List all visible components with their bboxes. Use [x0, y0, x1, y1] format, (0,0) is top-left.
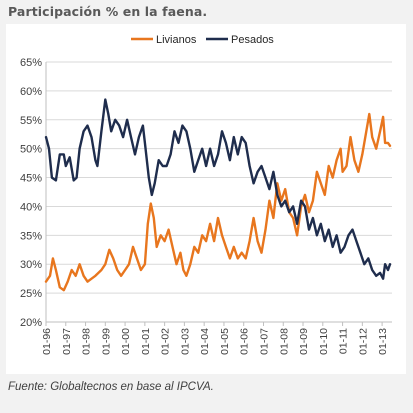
figure-title: Participación % en la faena.: [8, 4, 208, 19]
x-tick-label: 01-03: [179, 328, 191, 355]
legend-label: Pesados: [231, 34, 274, 46]
legend-label: Livianos: [156, 34, 197, 46]
series-line-livianos: [44, 112, 392, 292]
x-tick-label: 01-11: [338, 328, 350, 354]
y-tick-label: 40%: [20, 201, 42, 213]
y-tick-label: 55%: [20, 115, 42, 127]
x-tick-label: 01-04: [199, 328, 211, 355]
series-line-pesados: [44, 98, 392, 280]
x-tick-label: 01-05: [219, 328, 231, 355]
x-tick-label: 01-01: [140, 328, 152, 355]
y-tick-label: 50%: [20, 144, 42, 156]
x-tick-label: 01-02: [160, 328, 172, 355]
y-tick-label: 25%: [20, 288, 42, 300]
plot-panel: 20% 25% 30% 35% 40% 45% 50% 55% 60% 65% 01-96 01-97…: [6, 24, 406, 374]
y-tick-label: 20%: [20, 317, 42, 329]
line-chart: 20% 25% 30% 35% 40% 45% 50% 55% 60% 65% 01-96 01-97…: [20, 34, 392, 355]
x-tick-label: 01-06: [239, 328, 251, 355]
x-tick-label: 01-97: [61, 328, 73, 355]
x-tick-label: 01-96: [41, 328, 53, 355]
y-tick-label: 60%: [20, 86, 42, 98]
y-tick-label: 65%: [20, 57, 42, 69]
x-tick-label: 01-98: [81, 328, 93, 355]
x-tick-label: 01-13: [377, 328, 389, 355]
x-tick-label: 01-10: [318, 328, 330, 355]
y-tick-label: 45%: [20, 173, 42, 185]
y-tick-label: 30%: [20, 259, 42, 271]
source-note: Fuente: Globaltecnos en base al IPCVA.: [8, 381, 214, 393]
y-tick-label: 35%: [20, 230, 42, 242]
x-tick-label: 01-99: [100, 328, 112, 355]
x-tick-label: 01-12: [357, 328, 369, 355]
x-tick-label: 01-09: [298, 328, 310, 355]
x-tick-label: 01-07: [258, 328, 270, 355]
x-tick-label: 01-00: [120, 328, 132, 355]
x-tick-label: 01-08: [278, 328, 290, 355]
